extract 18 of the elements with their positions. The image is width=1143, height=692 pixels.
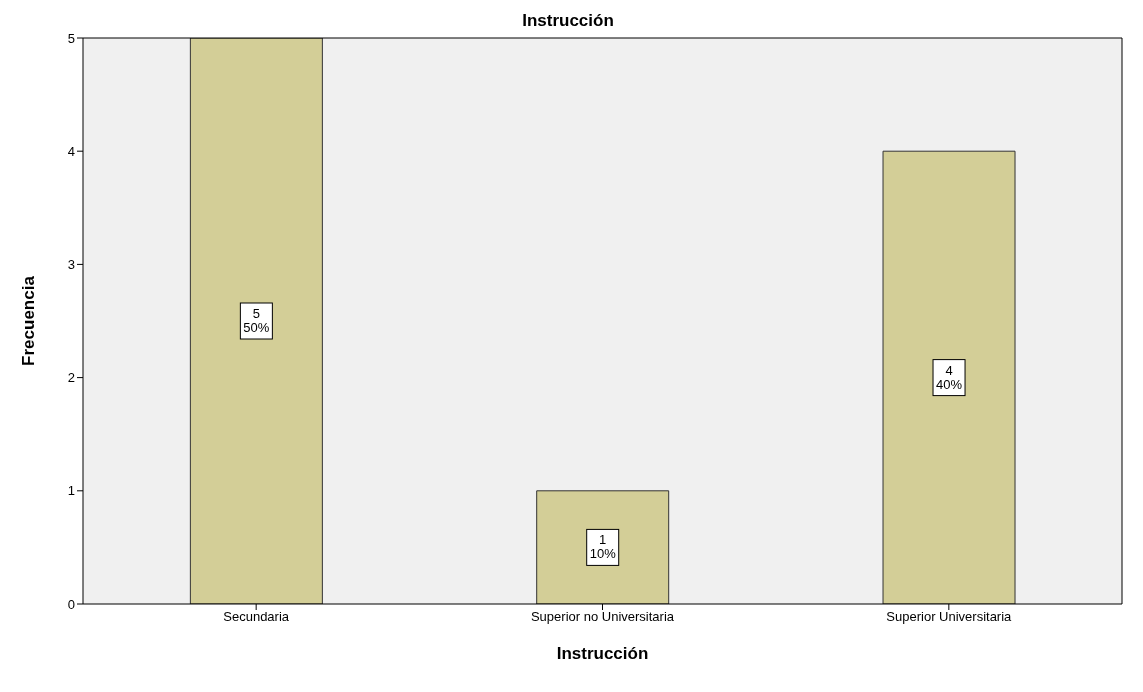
y-tick-label: 5 [67,30,75,46]
data-label: 5 50% [243,306,270,335]
bar [882,150,1016,604]
chart-title: Instrucción [522,11,614,30]
x-tick-label: Superior Universitaria [886,609,1013,625]
bar [536,490,670,604]
data-label: 1 10% [589,532,617,562]
x-axis-title: Instrucción [556,644,649,663]
y-tick-label: 3 [67,257,75,273]
y-tick-label: 4 [67,143,75,159]
bar [189,38,323,604]
data-label: 4 40% [936,362,963,392]
y-tick-label: 0 [67,596,75,612]
y-axis-title: Frecuencia [19,275,39,366]
x-tick-label: Superior no Universitaria [530,609,675,625]
y-tick-label: 2 [67,370,75,386]
y-tick-label: 1 [67,483,75,499]
x-tick-label: Secundaria [223,609,290,625]
